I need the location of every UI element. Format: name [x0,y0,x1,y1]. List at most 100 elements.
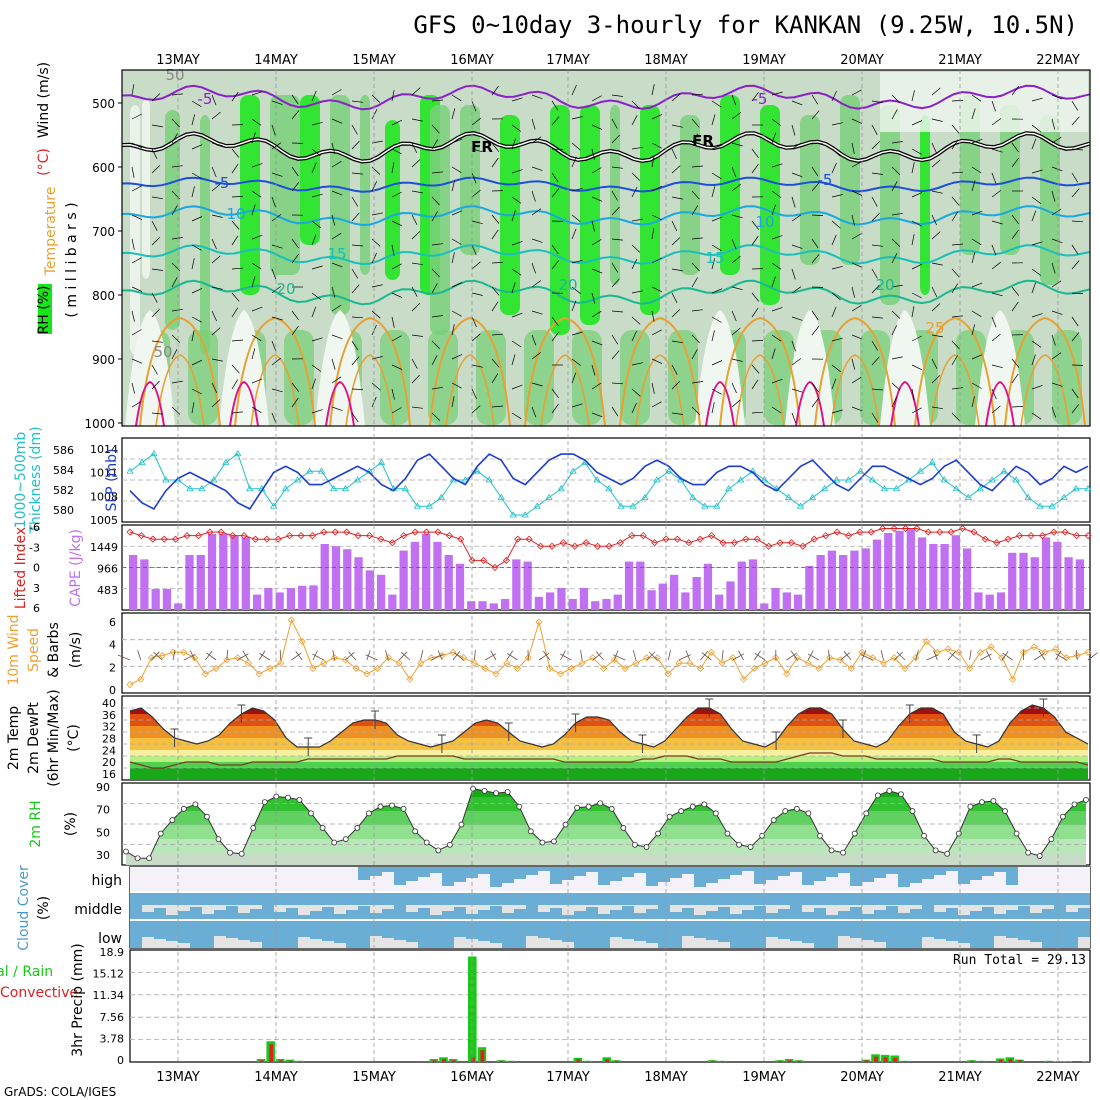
wind-speed-line-point [223,656,231,664]
wind-barb [811,166,819,177]
wind-barb [431,243,443,246]
wind-barb [1051,190,1056,202]
wind-speed-line-point [255,670,263,678]
wind-barb-surface [947,651,956,661]
rh-low-region [524,330,554,425]
contour-label: 15 [327,245,346,263]
wind-barb-surface [860,654,873,661]
wind-barb [231,163,239,174]
wind-barb [451,396,455,408]
middle-cloud-gap [454,905,466,907]
wind-barb [331,190,343,196]
wind-speed-line-point [869,654,877,662]
wind-barb [651,382,655,394]
wind-barb [611,406,619,417]
rh-shaded-region [165,110,180,330]
wind-barb [191,258,195,270]
wind-barb [291,166,299,177]
upper-dry-region [880,72,1088,132]
wind-barb [151,340,163,343]
lifted-index-line-point [856,528,864,536]
wind-barb [591,340,603,346]
precip-convective-bar [1018,1060,1022,1062]
wind-barb [1051,406,1056,418]
wind-barb [971,282,983,288]
thickness-line-point [198,484,206,492]
high-cloud-block [766,867,778,880]
wind-barb [351,212,360,222]
wind-speed-line-point [761,659,769,667]
wind-speed-line-point [180,648,188,656]
wind-barb [1051,94,1063,100]
wind-barb [911,90,915,102]
wind-barb [811,254,820,264]
wind-barb [1051,118,1056,130]
pressure-tick-label: 500 [92,97,115,111]
wind-barb [971,310,982,317]
wind-label-1: 10m Wind [6,614,22,685]
low-cloud-gap [454,937,466,948]
wind-barb [711,330,715,342]
wind-barb [571,142,581,151]
wind-barb-surface [205,651,213,661]
wind-barb [951,412,960,422]
date-label-top: 13MAY [156,53,200,68]
wind-barb [611,94,623,97]
precip-convective-bar [605,1059,610,1062]
wind-barb [711,144,723,150]
lifted-index-line-point [514,535,522,543]
wind-barb [731,382,737,394]
wind-barb [691,93,704,96]
low-cloud-gap [1030,942,1042,948]
chart-title: GFS 0~10day 3-hourly for KANKAN (9.25W, … [413,11,1078,39]
wind-speed-line-point [621,664,629,673]
wind-barb [231,364,240,374]
wind-speed-line-point [739,675,748,683]
wind-barb [811,182,820,192]
wind-barb [971,252,976,264]
rh-point [967,803,974,810]
wind-barb [1051,136,1062,144]
rh-point [180,805,187,812]
wind-barb-surface [151,651,160,661]
wind-barb [611,134,620,144]
wind-barb-surface [398,651,408,661]
middle-cloud-gap [346,905,358,910]
lifted-index-line-point [936,528,944,536]
cape-bar [929,544,938,610]
cape-bar [658,583,667,610]
middle-cloud-gap [802,905,814,912]
rh-point [192,801,199,808]
low-cloud-gap [1018,940,1030,948]
rh-point [736,841,742,848]
wind-barb-surface [490,650,497,661]
wind-barb [511,124,522,132]
wind-barb [271,214,282,222]
wind-barb [491,262,504,264]
date-label-bottom: 19MAY [742,1070,786,1085]
rh-tick-label: 30 [96,849,110,862]
rh-shaded-region [300,95,320,245]
rh-point [597,800,604,807]
wind-barb [1031,385,1043,390]
wind-barb [151,124,163,128]
wind-barb [131,382,136,394]
wind-barb [1031,340,1042,348]
wind-speed-line-point [1041,648,1049,656]
lifted-index-line-point [365,532,374,540]
wind-barb [351,388,364,390]
temperature-tick-label: 36 [102,709,116,722]
wind-barb [711,244,722,251]
thickness-line-point [329,484,338,492]
precip-convective-bar [1066,1061,1070,1062]
wind-barb [151,196,163,200]
wind-barb [971,138,983,144]
wind-barb [711,288,723,294]
rh-point [851,830,858,837]
wind-barb [671,220,678,232]
wind-speed-line-point [266,664,274,673]
contour-label: 20 [276,280,295,298]
cape-bar [219,533,228,610]
contour-25-arch [139,316,221,427]
